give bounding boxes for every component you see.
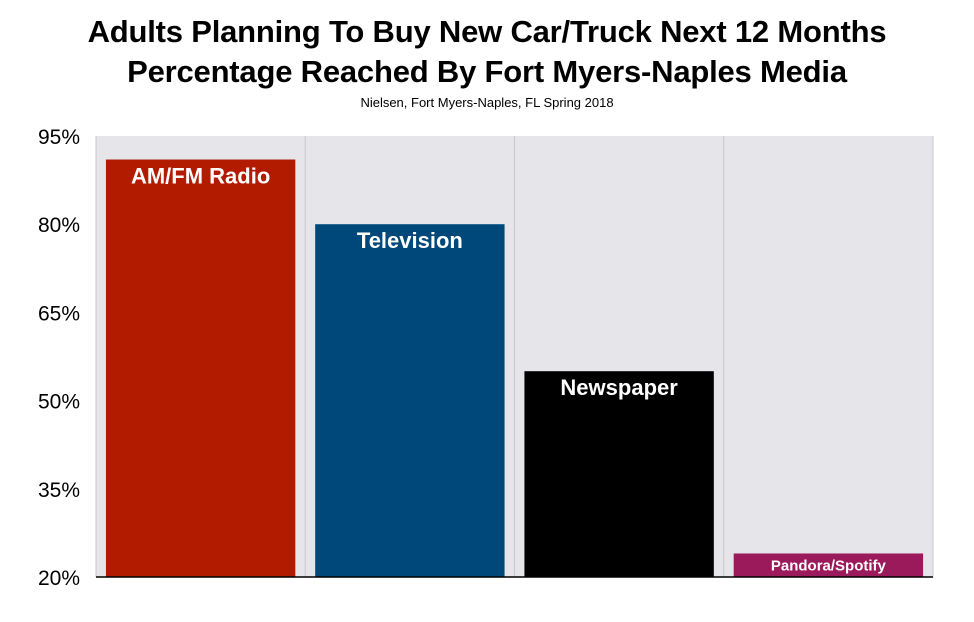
bar-label: AM/FM Radio <box>131 164 270 189</box>
bar <box>105 159 296 577</box>
bar <box>733 553 924 577</box>
y-tick-label: 65% <box>38 302 80 325</box>
bar-label: Television <box>357 228 463 253</box>
bar-label: Pandora/Spotify <box>771 557 887 574</box>
y-tick-label: 80% <box>38 214 80 237</box>
bar <box>315 224 505 577</box>
bar <box>524 371 714 577</box>
y-tick-label: 35% <box>38 479 80 502</box>
y-tick-label: 50% <box>38 391 80 414</box>
y-tick-label: 95% <box>38 126 80 149</box>
y-tick-label: 20% <box>38 567 80 590</box>
bar-label: Newspaper <box>560 375 678 400</box>
chart-subtitle: Percentage Reached By Fort Myers-Naples … <box>127 54 847 89</box>
chart-source: Nielsen, Fort Myers-Naples, FL Spring 20… <box>360 95 614 110</box>
chart-title: Adults Planning To Buy New Car/Truck Nex… <box>87 14 887 49</box>
